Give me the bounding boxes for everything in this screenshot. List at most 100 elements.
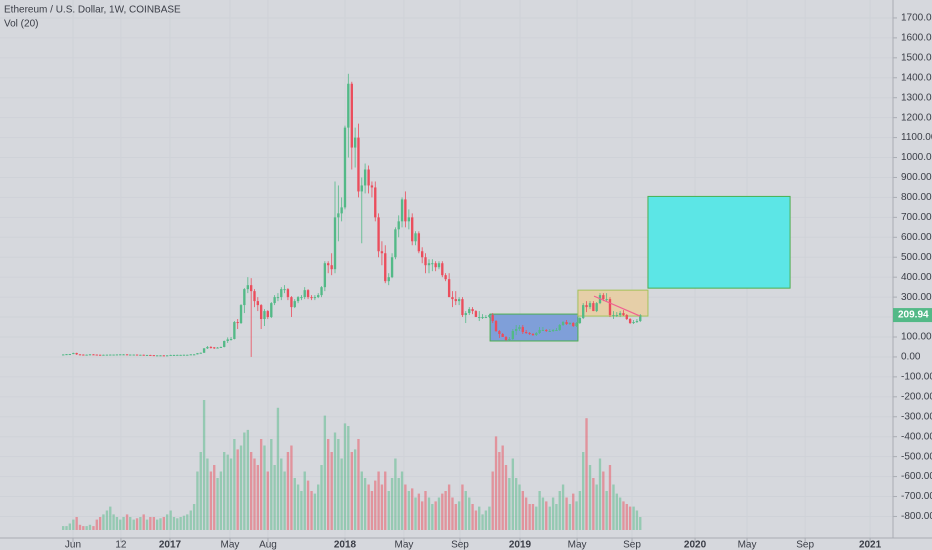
- volume-bar: [75, 517, 78, 530]
- candle-body: [330, 265, 333, 270]
- volume-bar: [306, 480, 310, 530]
- volume-bar: [468, 497, 471, 530]
- volume-bar: [206, 458, 209, 530]
- volume-bar: [280, 458, 283, 530]
- x-tick-label: 2019: [509, 540, 532, 550]
- volume-bar: [464, 491, 467, 530]
- volume-bar: [511, 458, 515, 530]
- candle-body: [578, 318, 582, 324]
- y-tick-label: 600.00: [901, 232, 932, 243]
- volume-bar: [437, 497, 441, 530]
- candle-body: [189, 354, 192, 356]
- candle-body: [558, 325, 561, 331]
- x-tick-label: Sep: [623, 540, 641, 550]
- volume-bar: [370, 491, 374, 530]
- candle-body: [360, 185, 363, 192]
- volume-bar: [565, 497, 568, 530]
- candle-body: [468, 309, 471, 314]
- volume-bar: [98, 517, 102, 530]
- volume-bar: [223, 452, 226, 530]
- candle-body: [488, 315, 491, 318]
- y-tick-label: 400.00: [901, 272, 932, 283]
- candle-body: [323, 263, 327, 288]
- candle-body: [417, 233, 421, 252]
- volume-bar: [162, 517, 166, 530]
- candle-body: [253, 291, 256, 302]
- volume-bar: [199, 452, 202, 530]
- candle-body: [612, 315, 615, 317]
- volume-bar: [209, 471, 213, 530]
- volume-bar: [323, 415, 327, 530]
- volume-bar: [508, 478, 511, 530]
- volume-bar: [434, 501, 437, 530]
- volume-bar: [85, 526, 88, 530]
- x-tick-label: Sep: [451, 540, 469, 550]
- candle-body: [172, 354, 176, 356]
- candle-body: [572, 323, 575, 327]
- candle-body: [206, 346, 209, 349]
- chart-title: Ethereum / U.S. Dollar, 1W, COINBASE: [4, 5, 181, 16]
- candle-body: [628, 319, 632, 324]
- candle-body: [437, 263, 441, 268]
- candle-body: [78, 354, 82, 356]
- volume-bar: [68, 523, 72, 530]
- candle-body: [380, 251, 384, 254]
- candle-body: [259, 305, 263, 320]
- candle-body: [565, 322, 568, 325]
- volume-bar: [498, 452, 501, 530]
- candle-body: [441, 263, 444, 276]
- y-tick-label: 1100.00: [901, 132, 932, 143]
- candle-body: [431, 263, 434, 265]
- volume-bar: [572, 493, 575, 530]
- y-tick-label: 1200.00: [901, 112, 932, 123]
- volume-bar: [259, 439, 263, 530]
- x-tick-label: May: [568, 540, 587, 550]
- candle-body: [528, 333, 531, 335]
- volume-bar: [129, 517, 132, 530]
- volume-bar: [528, 504, 531, 530]
- volume-bar: [514, 478, 518, 530]
- candle-body: [159, 355, 162, 357]
- candle-body: [162, 355, 166, 357]
- candle-body: [384, 253, 387, 282]
- volume-bar: [72, 519, 75, 530]
- volume-bar: [189, 510, 192, 530]
- volume-bar: [568, 504, 572, 530]
- volume-bar: [172, 517, 176, 530]
- candle-body: [491, 315, 494, 322]
- candle-body: [592, 303, 595, 312]
- y-tick-label: 500.00: [901, 252, 932, 263]
- candle-body: [471, 309, 474, 312]
- candle-body: [273, 297, 276, 304]
- candle-body: [95, 354, 98, 356]
- candle-body: [226, 339, 229, 341]
- candle-body: [145, 354, 149, 356]
- candle-body: [293, 301, 296, 308]
- candle-body: [504, 336, 508, 340]
- volume-bar: [149, 517, 152, 530]
- volume-bar: [612, 484, 615, 530]
- volume-bar: [535, 506, 538, 530]
- volume-bar: [387, 491, 390, 530]
- volume-bar: [112, 514, 115, 530]
- volume-bar: [276, 407, 280, 530]
- candle-body: [521, 327, 524, 333]
- y-tick-label: 900.00: [901, 172, 932, 183]
- candle-body: [457, 299, 461, 302]
- candle-body: [85, 354, 88, 356]
- candle-body: [551, 330, 555, 332]
- candle-body: [125, 354, 129, 356]
- candle-body: [541, 330, 545, 332]
- candle-body: [122, 354, 125, 356]
- candle-body: [608, 299, 612, 316]
- volume-bar: [122, 517, 125, 530]
- candle-body: [400, 199, 404, 222]
- y-tick-label: 1400.00: [901, 72, 932, 83]
- x-tick-label: Aug: [259, 540, 277, 550]
- volume-bar: [454, 504, 457, 530]
- candle-body: [320, 287, 323, 296]
- volume-bar: [488, 506, 491, 530]
- volume-bar: [545, 501, 548, 530]
- candle-body: [98, 354, 102, 356]
